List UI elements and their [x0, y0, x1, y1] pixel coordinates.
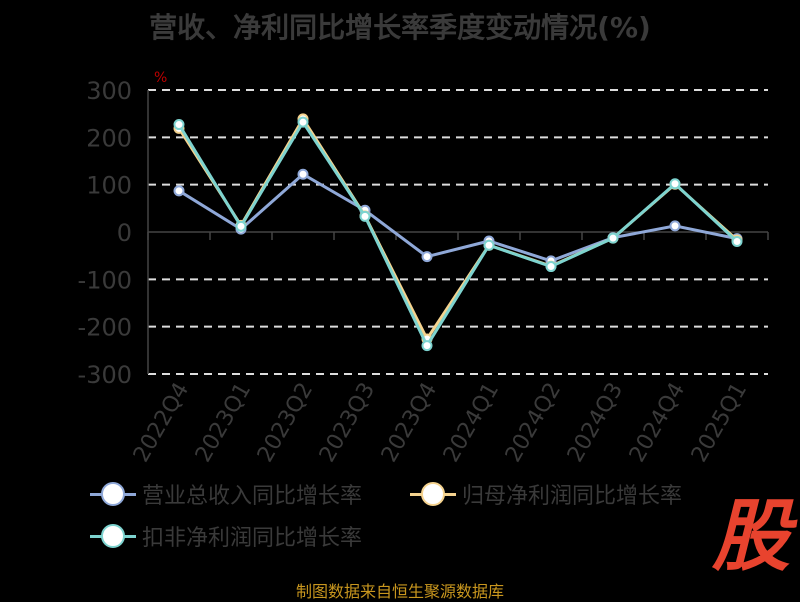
y-tick-label: -200 — [78, 314, 132, 342]
legend-marker-icon — [410, 481, 456, 507]
legend-marker-icon — [90, 523, 136, 549]
x-tick-label: 2023Q2 — [253, 379, 318, 467]
legend-label: 扣非净利润同比增长率 — [142, 526, 363, 551]
source-footer: 制图数据来自恒生聚源数据库 — [295, 582, 504, 601]
x-tick-label: 2024Q2 — [501, 379, 566, 467]
y-tick-label: 300 — [86, 77, 132, 105]
data-point — [607, 232, 619, 244]
legend-label: 营业总收入同比增长率 — [142, 484, 363, 509]
x-tick-label: 2024Q4 — [625, 379, 690, 467]
legend-item[interactable]: 营业总收入同比增长率 — [90, 478, 362, 510]
data-point — [173, 119, 185, 131]
x-tick-label: 2024Q1 — [439, 379, 504, 467]
x-tick-label: 2023Q3 — [315, 379, 380, 467]
data-point — [421, 251, 433, 263]
data-point — [359, 210, 371, 222]
y-tick-label: 200 — [86, 124, 132, 152]
y-tick-label: 100 — [86, 172, 132, 200]
y-tick-label: -300 — [78, 361, 132, 389]
y-tick-label: 0 — [117, 219, 132, 247]
data-point — [669, 178, 681, 190]
x-tick-label: 2023Q4 — [377, 379, 442, 467]
legend-item[interactable]: 归母净利润同比增长率 — [410, 478, 682, 510]
watermark-logo: 股 — [712, 492, 791, 582]
data-point — [731, 235, 743, 247]
series-2 — [173, 116, 743, 352]
data-point — [173, 185, 185, 197]
chart-title: 营收、净利同比增长率季度变动情况(%) — [149, 11, 651, 44]
legend-label: 归母净利润同比增长率 — [462, 484, 683, 509]
data-point — [669, 220, 681, 232]
legend-marker-icon — [90, 481, 136, 507]
data-point — [235, 220, 247, 232]
y-tick-label: -100 — [78, 266, 132, 294]
data-point — [421, 340, 433, 352]
series-line — [178, 172, 738, 263]
data-point — [483, 239, 495, 251]
data-point — [297, 168, 309, 180]
data-point — [545, 261, 557, 273]
x-tick-label: 2024Q3 — [563, 379, 628, 467]
x-tick-label: 2023Q1 — [191, 379, 256, 467]
y-axis-label: % — [154, 70, 167, 86]
x-tick-label: 2025Q1 — [687, 379, 752, 467]
x-tick-label: 2022Q4 — [129, 379, 194, 467]
legend-item[interactable]: 扣非净利润同比增长率 — [90, 520, 362, 552]
data-point — [297, 116, 309, 128]
series-line — [177, 119, 739, 349]
